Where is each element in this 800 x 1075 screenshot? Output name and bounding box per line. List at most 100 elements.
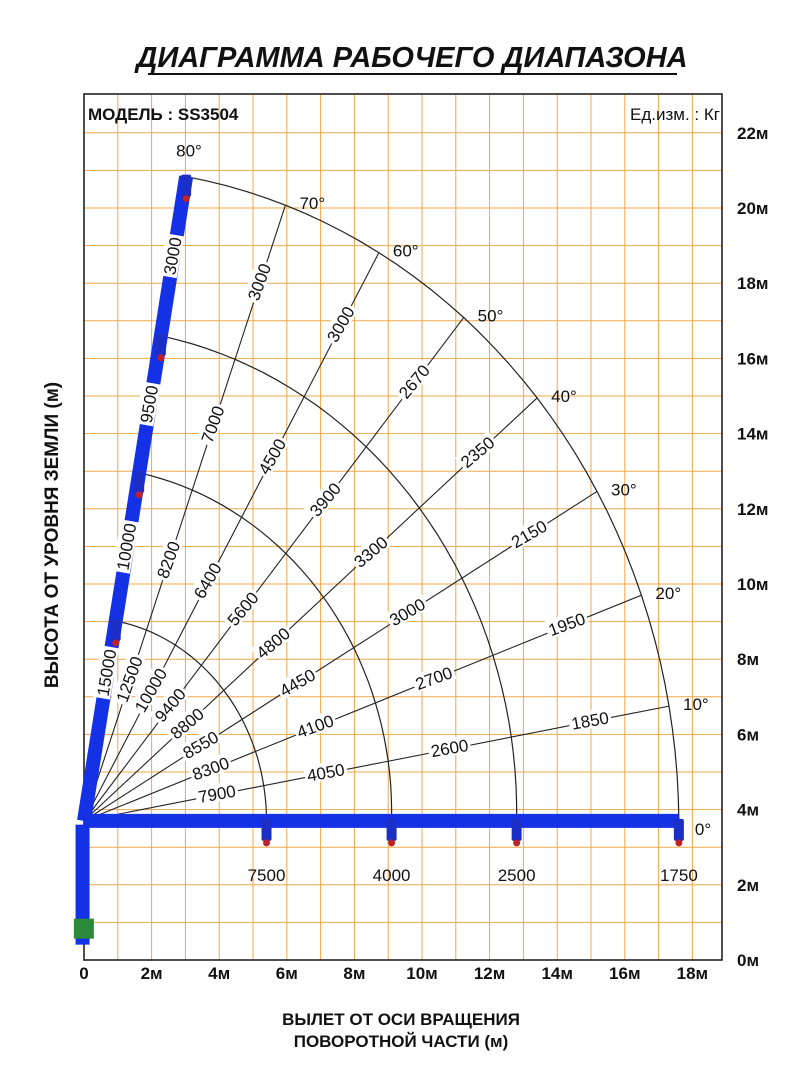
load-value-bg xyxy=(177,725,223,763)
load-value-bg xyxy=(274,663,320,701)
x-tick-label: 4м xyxy=(208,964,230,983)
load-value-group: 3000 xyxy=(242,258,275,305)
load-value-bg xyxy=(194,780,240,806)
hook-block xyxy=(386,818,397,841)
angle-label: 30° xyxy=(611,480,637,499)
load-value-bg xyxy=(348,530,393,572)
load-value-label: 2500 xyxy=(498,866,536,885)
load-value-group: 1850 xyxy=(567,707,613,734)
load-value-bg xyxy=(148,682,190,727)
load-value-label: 3000 xyxy=(244,261,275,303)
hook-block xyxy=(134,470,145,493)
load-value-group: 6400 xyxy=(188,557,226,603)
hook xyxy=(263,839,271,847)
y-tick-label: 22м xyxy=(737,124,769,143)
load-value-label: 1850 xyxy=(570,708,611,733)
hook xyxy=(182,195,190,203)
unit-label: Ед.изм. : Кг xyxy=(630,105,720,124)
y-tick-label: 14м xyxy=(737,425,769,444)
y-tick-label: 8м xyxy=(737,650,759,669)
crane-base xyxy=(73,918,94,939)
load-value-bg xyxy=(196,401,228,448)
load-value-label: 2700 xyxy=(413,663,455,694)
load-value-group: 2350 xyxy=(454,430,499,472)
hook xyxy=(675,839,683,847)
load-value-group: 7900 xyxy=(194,780,240,807)
load-value-label: 1750 xyxy=(660,866,698,885)
x-tick-label: 18м xyxy=(677,964,709,983)
y-axis-label: ВЫСОТА ОТ УРОВНЯ ЗЕМЛИ (м) xyxy=(42,382,63,688)
load-value-group: 2600 xyxy=(426,734,472,761)
load-value-label: 7900 xyxy=(197,782,238,807)
hook xyxy=(157,354,165,362)
load-value-group: 2150 xyxy=(505,514,552,552)
load-value-group: 4500 xyxy=(252,433,290,479)
load-value-bg xyxy=(135,381,161,427)
load-value-group: 4800 xyxy=(250,621,295,663)
hook xyxy=(388,839,396,847)
load-value-group: 8200 xyxy=(151,536,184,583)
load-value-label: 2600 xyxy=(429,736,470,761)
hook-block xyxy=(110,618,121,641)
load-value-bg xyxy=(158,233,185,279)
load-value-bg xyxy=(543,607,590,640)
load-value-group: 10000 xyxy=(112,519,140,574)
load-value-label: 1950 xyxy=(546,609,588,640)
load-value-label: 8200 xyxy=(153,539,184,581)
angle-label: 0° xyxy=(695,820,711,839)
load-value-group: 3000 xyxy=(158,233,186,279)
x-tick-label: 16м xyxy=(609,964,641,983)
angle-label: 80° xyxy=(176,142,202,161)
load-value-group: 7000 xyxy=(196,401,229,448)
x-tick-label: 14м xyxy=(541,964,573,983)
load-value-bg xyxy=(151,536,184,583)
load-value-group: 5600 xyxy=(221,586,263,631)
load-value-bg xyxy=(383,592,430,630)
load-value-group: 4050 xyxy=(303,758,349,786)
y-tick-label: 10м xyxy=(737,575,769,594)
load-value-bg xyxy=(303,758,349,784)
y-tick-label: 4м xyxy=(737,801,759,820)
load-value-group: 9500 xyxy=(135,381,162,427)
y-tick-label: 16м xyxy=(737,349,769,368)
hook-block xyxy=(155,333,166,356)
load-value-label: 4050 xyxy=(306,760,347,785)
x-tick-label: 0 xyxy=(79,964,88,983)
y-tick-label: 12м xyxy=(737,500,769,519)
load-value-bg xyxy=(426,734,472,760)
load-value-group: 2700 xyxy=(410,661,457,694)
load-value-label: 3000 xyxy=(160,236,185,277)
load-value-bg xyxy=(187,751,234,784)
load-value-bg xyxy=(454,430,499,472)
load-value-group: 3000 xyxy=(383,592,430,630)
load-value-bg xyxy=(291,709,338,742)
load-value-group: 2670 xyxy=(392,358,434,403)
load-value-bg xyxy=(188,557,226,603)
angle-label: 40° xyxy=(551,387,577,406)
model-label: МОДЕЛЬ : SS3504 xyxy=(88,105,239,124)
load-value-bg xyxy=(392,358,434,403)
load-value-bg xyxy=(410,661,457,693)
page-title: ДИАГРАММА РАБОЧЕГО ДИАПАЗОНА xyxy=(133,42,687,74)
chart-frame xyxy=(83,93,723,961)
load-value-bg xyxy=(242,258,275,305)
y-tick-label: 20м xyxy=(737,199,769,218)
hook-block xyxy=(673,818,684,841)
angle-ray xyxy=(83,252,380,822)
load-value-bg xyxy=(110,651,146,707)
boom-length-arc xyxy=(115,620,268,821)
boom-drawing xyxy=(73,174,684,945)
y-tick-label: 2м xyxy=(737,876,759,895)
boom-length-arc xyxy=(139,472,393,821)
load-value-bg xyxy=(164,702,209,744)
crane-column xyxy=(75,824,90,945)
x-tick-label: 2м xyxy=(141,964,163,983)
hook-block xyxy=(261,818,272,841)
angle-label: 10° xyxy=(683,695,709,714)
y-tick-label: 18м xyxy=(737,274,769,293)
load-value-label: 7000 xyxy=(198,404,229,446)
load-value-bg xyxy=(92,645,119,700)
boom-length-arc xyxy=(160,335,518,821)
axis-ticks: 0 2м 4м 6м 8м 10м 12м 14м 16м 18м 0м 2м 4м 6м 8м 10м 12м… xyxy=(79,124,768,983)
